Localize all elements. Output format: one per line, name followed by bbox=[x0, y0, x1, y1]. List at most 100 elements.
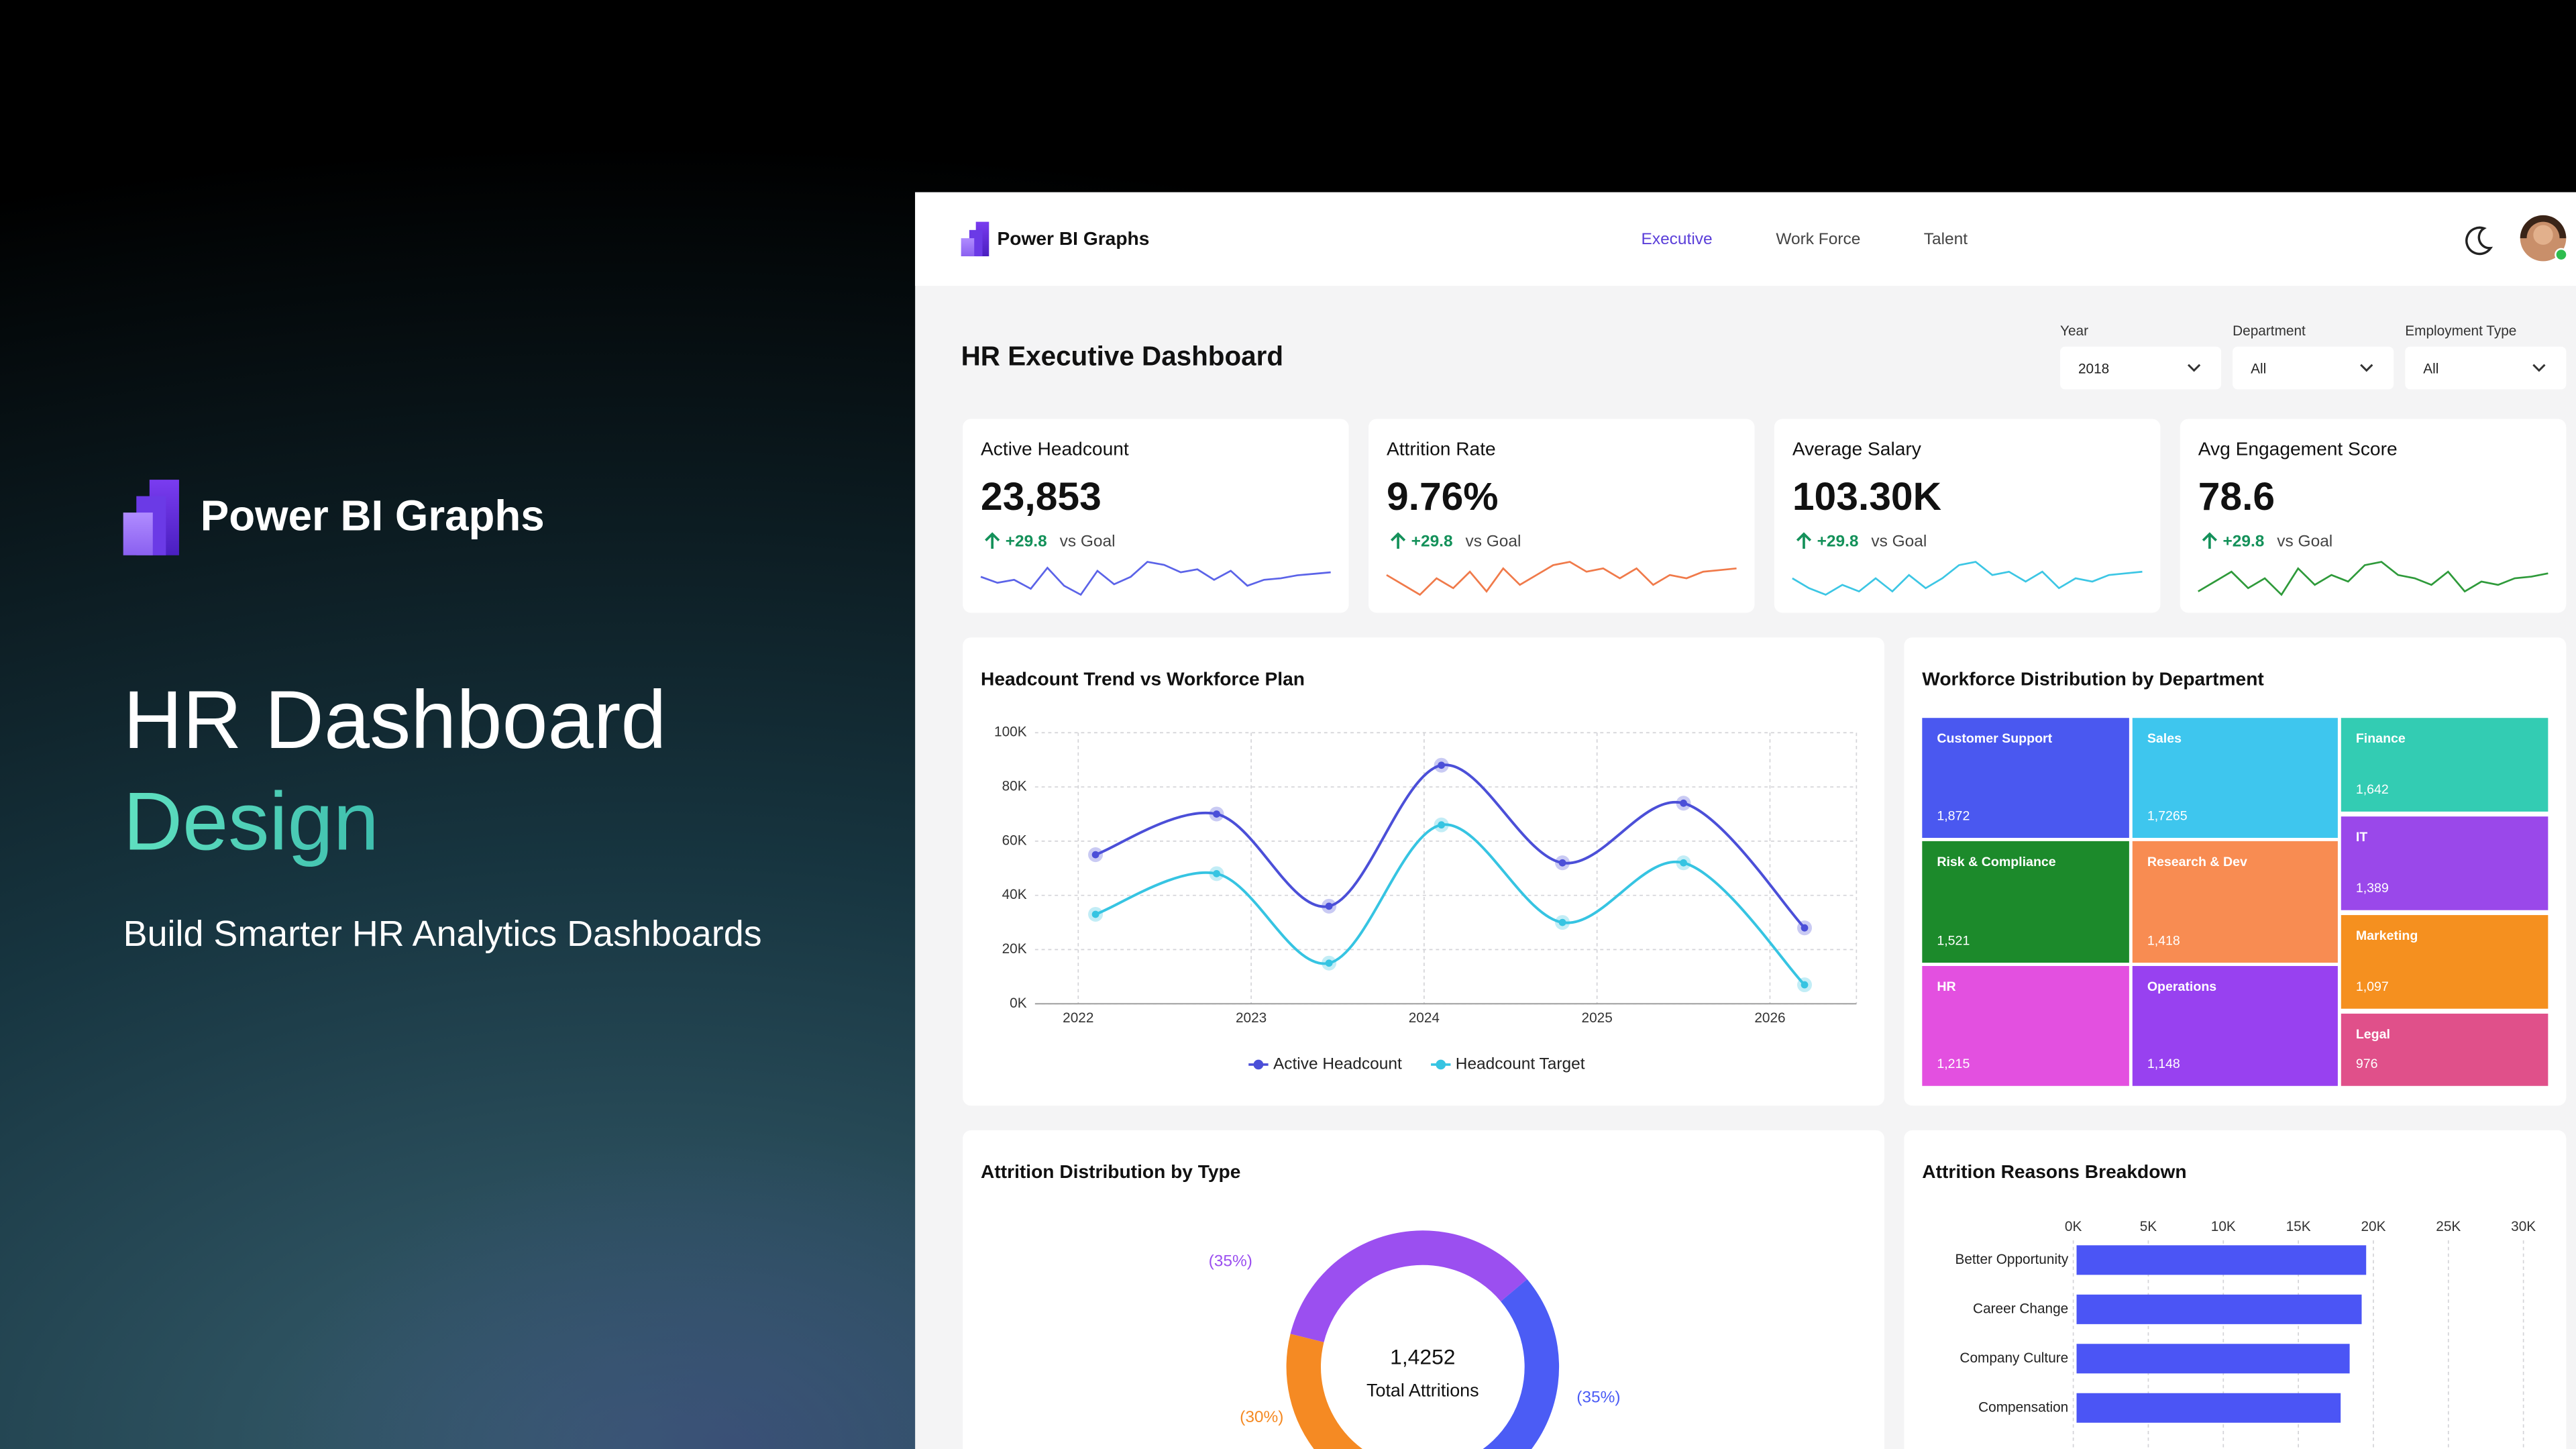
donut-label: (30%) bbox=[1240, 1408, 1283, 1426]
y-tick-label: 40K bbox=[1002, 887, 1027, 902]
x-tick-label: 2022 bbox=[1063, 1010, 1093, 1026]
treemap-value: 1,097 bbox=[2356, 979, 2389, 994]
bar bbox=[2076, 1294, 2362, 1324]
legend-label: Active Headcount bbox=[1273, 1055, 1402, 1073]
nav-tab[interactable]: Talent bbox=[1924, 230, 1968, 248]
delta-arrow bbox=[2202, 532, 2217, 549]
card bbox=[2180, 419, 2567, 613]
treemap-label: Customer Support bbox=[1937, 731, 2052, 746]
treemap-value: 1,642 bbox=[2356, 782, 2389, 797]
point bbox=[1213, 869, 1220, 877]
kpi-label: Average Salary bbox=[1792, 438, 1922, 459]
donut-center-value: 1,4252 bbox=[1390, 1345, 1455, 1369]
nav-tab[interactable]: Work Force bbox=[1776, 230, 1860, 248]
treemap-value: 1,215 bbox=[1937, 1057, 1970, 1071]
treemap-value: 1,872 bbox=[1937, 808, 1970, 823]
treemap-value: 1,7265 bbox=[2147, 808, 2188, 823]
chevron bbox=[2532, 364, 2546, 372]
theme-toggle[interactable] bbox=[2465, 226, 2493, 256]
x-tick-label: 2023 bbox=[1236, 1010, 1267, 1026]
kpi-label: Attrition Rate bbox=[1387, 438, 1496, 459]
y-tick-label: 80K bbox=[1002, 779, 1027, 794]
point bbox=[1680, 859, 1687, 867]
treemap-label: Operations bbox=[2147, 979, 2216, 994]
point bbox=[1680, 799, 1687, 807]
x-tick-label: 2026 bbox=[1754, 1010, 1785, 1026]
kpi-value: 78.6 bbox=[2198, 475, 2275, 519]
chevron bbox=[2360, 364, 2373, 372]
card bbox=[1368, 419, 1755, 613]
y-tick-label: Compensation bbox=[1978, 1399, 2068, 1415]
donut-segment bbox=[1483, 1279, 1560, 1449]
donut-segment bbox=[1286, 1334, 1363, 1449]
treemap-cell bbox=[2132, 841, 2338, 963]
delta-arrow bbox=[985, 532, 1000, 549]
kpi-delta-text: vs Goal bbox=[1060, 533, 1116, 551]
kpi-delta-text: vs Goal bbox=[1465, 533, 1521, 551]
point bbox=[1213, 810, 1220, 818]
treemap-label: Sales bbox=[2147, 731, 2182, 746]
treemap-cell bbox=[1922, 966, 2129, 1086]
x-tick-label: 15K bbox=[2286, 1219, 2311, 1234]
bar bbox=[2076, 1393, 2341, 1423]
filter-select[interactable] bbox=[2060, 346, 2222, 390]
treemap-label: IT bbox=[2356, 830, 2367, 845]
sparkline bbox=[1386, 561, 1737, 596]
chart-title: Attrition Distribution by Type bbox=[981, 1161, 1240, 1182]
kpi-label: Active Headcount bbox=[981, 438, 1129, 459]
point bbox=[1325, 902, 1333, 910]
chart-title: Workforce Distribution by Department bbox=[1922, 668, 2264, 689]
filter-select[interactable] bbox=[2405, 346, 2567, 390]
kpi-value: 9.76% bbox=[1387, 475, 1499, 519]
treemap-value: 1,418 bbox=[2147, 933, 2180, 948]
kpi-delta-text: vs Goal bbox=[2277, 533, 2332, 551]
point bbox=[1558, 918, 1566, 926]
chart-title: Attrition Reasons Breakdown bbox=[1922, 1161, 2186, 1182]
kpi-label: Avg Engagement Score bbox=[2198, 438, 2398, 459]
navbar bbox=[915, 192, 2576, 286]
hero-title: HR Dashboard bbox=[123, 674, 667, 765]
bar bbox=[2076, 1344, 2350, 1374]
treemap-label: Legal bbox=[2356, 1027, 2390, 1042]
avatar[interactable] bbox=[2520, 215, 2568, 262]
donut-center-label: Total Attritions bbox=[1366, 1380, 1479, 1400]
x-tick-label: 30K bbox=[2511, 1219, 2536, 1234]
card bbox=[1774, 419, 2161, 613]
filter-label: Department bbox=[2233, 323, 2306, 339]
filter-select[interactable] bbox=[2233, 346, 2394, 390]
y-tick-label: Company Culture bbox=[1960, 1350, 2068, 1366]
card bbox=[963, 419, 1349, 613]
treemap-cell bbox=[2341, 718, 2548, 812]
treemap-label: Marketing bbox=[2356, 928, 2418, 943]
x-tick-label: 2025 bbox=[1582, 1010, 1613, 1026]
dashboard-panel: Power BI Graphs HR Executive Dashboard E… bbox=[915, 192, 2576, 1449]
treemap-label: Risk & Compliance bbox=[1937, 855, 2055, 869]
treemap-value: 1,148 bbox=[2147, 1057, 2180, 1071]
y-tick-label: 100K bbox=[994, 724, 1027, 740]
x-tick-label: 0K bbox=[2065, 1219, 2082, 1234]
legend-marker bbox=[1436, 1059, 1446, 1070]
donut-label: (35%) bbox=[1209, 1252, 1252, 1270]
x-tick-label: 25K bbox=[2436, 1219, 2461, 1234]
y-tick-label: Better Opportunity bbox=[1955, 1252, 2068, 1267]
treemap-value: 1,389 bbox=[2356, 881, 2389, 896]
kpi-delta: +29.8 bbox=[1411, 533, 1453, 551]
filter-label: Employment Type bbox=[2405, 323, 2516, 339]
chart-title: Headcount Trend vs Workforce Plan bbox=[981, 668, 1305, 689]
treemap-cell bbox=[1922, 841, 2129, 963]
y-tick-label: 0K bbox=[1010, 996, 1027, 1011]
hero-title-accent: Design bbox=[123, 775, 379, 867]
kpi-delta-text: vs Goal bbox=[1871, 533, 1927, 551]
point bbox=[1438, 821, 1446, 829]
bar bbox=[2076, 1245, 2367, 1275]
point bbox=[1325, 959, 1333, 967]
hero-glow bbox=[0, 821, 916, 1449]
nav-tab[interactable]: Executive bbox=[1642, 230, 1713, 248]
chevron bbox=[2188, 364, 2201, 372]
point bbox=[1801, 924, 1809, 932]
x-tick-label: 20K bbox=[2361, 1219, 2385, 1234]
hero-subtitle: Build Smarter HR Analytics Dashboards bbox=[123, 914, 762, 954]
x-tick-label: 10K bbox=[2211, 1219, 2236, 1234]
x-tick-label: 5K bbox=[2140, 1219, 2157, 1234]
hero-brand: Power BI Graphs bbox=[201, 492, 545, 540]
